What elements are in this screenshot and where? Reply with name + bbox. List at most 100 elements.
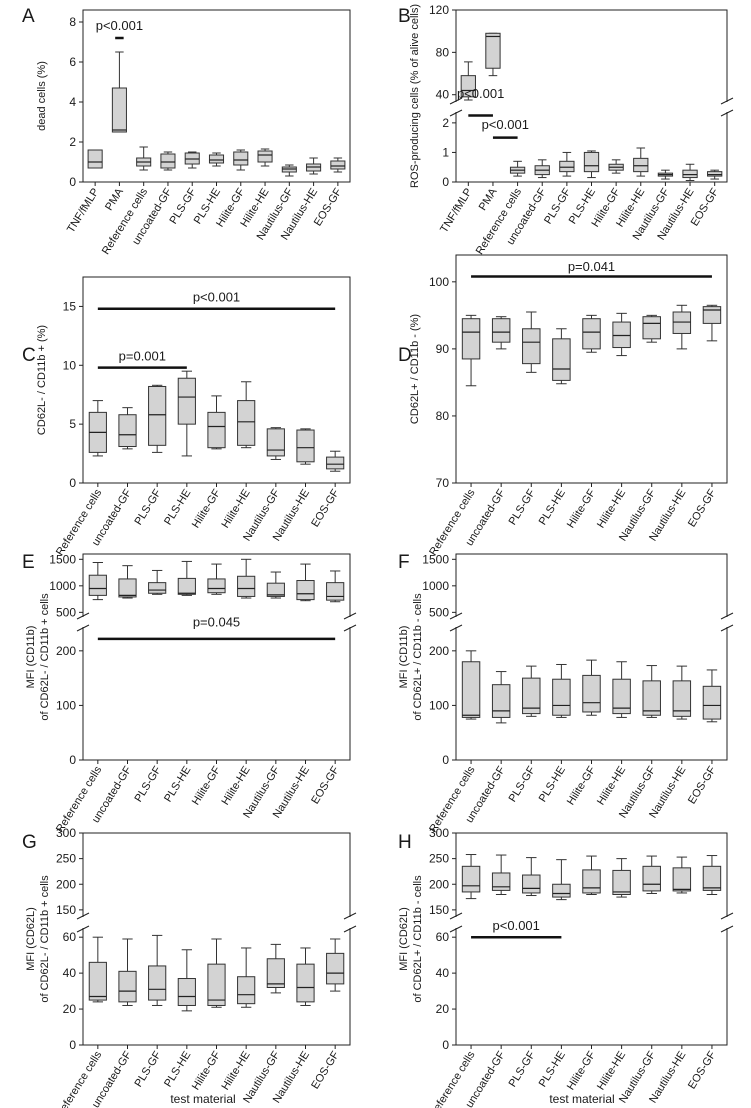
panel-f-box-2	[522, 665, 541, 717]
panel-e-box-8	[326, 570, 345, 603]
panel-g-ytick-label-upper: 200	[56, 877, 76, 891]
panel-f-axis-break-mark	[449, 612, 463, 632]
panel-a-box-5	[208, 152, 225, 167]
panel-d-box-4	[582, 314, 601, 353]
panel-g-axis-break-mark	[76, 912, 90, 933]
panel-g-ytick-label-lower: 20	[63, 1002, 77, 1016]
panel-d-xtick-label: Hilite-GF	[565, 487, 598, 530]
panel-a-sig-label: p<0.001	[96, 18, 143, 33]
panel-d-box-7	[672, 304, 692, 350]
panel-c-ytick-label: 0	[69, 476, 76, 490]
panel-h-xtick-label: EOS-GF	[686, 1049, 719, 1091]
panel-d-group: D 70 80 90 100 CD62L+ / CD11b - (%) Reference …	[398, 254, 728, 558]
figure-xlabel-left: test material	[170, 1092, 235, 1106]
panel-d-frame	[455, 254, 728, 484]
panel-b-axis-break-gap	[450, 102, 733, 112]
panel-b-iqr-box	[633, 157, 649, 173]
panel-h-axis-break-mark	[720, 912, 734, 933]
panel-c-box-8	[326, 450, 345, 472]
panel-f-iqr-box	[461, 661, 481, 718]
panel-h-iqr-box	[522, 874, 541, 894]
panel-h-iqr-box	[491, 872, 511, 891]
panel-f-box-4	[582, 659, 601, 716]
panel-f-xtick-label: PLS-GF	[507, 764, 538, 804]
panel-b-ylabel: ROS-producing cells (% of alive cells)	[409, 4, 421, 188]
panel-c-xtick-label: EOS-GF	[309, 487, 342, 529]
panel-h-ytick-label-upper: 250	[429, 852, 449, 866]
panel-b-iqr-box	[460, 75, 476, 98]
panel-b-box-0	[460, 61, 476, 101]
panel-e-ytick-label-lower: 100	[56, 698, 76, 712]
panel-e-iqr-box	[118, 578, 137, 598]
panel-a-iqr-box	[330, 160, 346, 170]
panel-d-xtick-label: Hilite-HE	[595, 487, 628, 530]
panel-h-box-7	[672, 856, 692, 894]
panel-a-xtick-label: TNF/fMLP	[65, 186, 102, 235]
panel-b-box-4	[559, 151, 575, 177]
panel-f-ytick-label-lower: 0	[442, 753, 449, 767]
panel-e-iqr-box	[237, 575, 256, 597]
panel-f-xtick-label: Hilite-GF	[565, 764, 598, 807]
panel-g-box-8	[326, 938, 345, 992]
panel-d-box-6	[642, 314, 661, 343]
panel-d-box-2	[522, 311, 541, 373]
panel-g-box-0	[88, 936, 107, 1003]
panel-h-box-4	[582, 855, 601, 895]
panel-g-ytick-label-lower: 0	[69, 1038, 76, 1052]
panel-b-sig-label: p<0.001	[482, 117, 529, 132]
panel-h-ylabel-2: of CD62L+ / CD11b - cells	[412, 875, 424, 1003]
panel-h-sig-label: p<0.001	[493, 918, 540, 933]
panel-a-ytick-label: 6	[69, 55, 76, 69]
panel-f-box-8	[702, 669, 722, 723]
panel-g-box-4	[207, 938, 226, 1008]
panel-g-iqr-box	[177, 978, 196, 1006]
panel-c-iqr-box	[118, 414, 137, 448]
panel-a-box-10	[330, 157, 346, 173]
panel-f-box-7	[672, 665, 692, 720]
panel-f-group: F 500 1000 1500 0 100 200 MFI (CD11b) of CD62L+ …	[398, 552, 734, 835]
panel-a-box-6	[233, 149, 249, 171]
panel-e-sig-label: p=0.045	[193, 614, 240, 629]
panel-f-box-3	[552, 663, 571, 718]
panel-e-ylabel-2: of CD62L- / CD11b + cells	[39, 593, 51, 721]
panel-h-ytick-label-lower: 60	[436, 930, 450, 944]
panel-f-iqr-box	[552, 678, 571, 716]
panel-d-sig-label: p=0.041	[568, 259, 615, 274]
panel-a-box-3	[160, 151, 176, 171]
panel-g-box-1	[118, 938, 137, 1006]
panel-h-box-1	[491, 854, 511, 895]
panel-h-ytick-label-upper: 300	[429, 826, 449, 840]
panel-d-ytick-label: 80	[436, 409, 450, 423]
panel-g-box-5	[237, 947, 256, 1008]
panel-b-sig-label: p<0.001	[457, 86, 504, 101]
panel-h-group: H 150 200 250 300 0 20 40 60 MFI (CD62L) of CD62L+…	[398, 826, 734, 1108]
panel-b-ytick-label-lower: 1	[442, 145, 449, 159]
panel-e-ytick-label-upper: 1000	[49, 579, 76, 593]
panel-h-ytick-label-lower: 0	[442, 1038, 449, 1052]
panel-c-ytick-label: 15	[63, 299, 77, 313]
panel-d-ytick-label: 90	[436, 342, 450, 356]
panel-e-box-7	[296, 563, 315, 602]
panel-h-ytick-label-lower: 20	[436, 1002, 450, 1016]
panel-h-box-3	[552, 859, 571, 901]
panel-d-iqr-box	[612, 321, 631, 349]
panel-a-box-0	[87, 149, 103, 169]
panel-d-iqr-box	[672, 311, 692, 334]
panel-c-box-2	[148, 384, 167, 453]
panel-f-xtick-label: PLS-HE	[537, 764, 568, 804]
panel-e-xtick-label: Hilite-GF	[190, 764, 223, 807]
panel-a-ytick-label: 0	[69, 175, 76, 189]
panel-b-box-5	[583, 150, 600, 179]
panel-g-ytick-label-upper: 150	[56, 903, 76, 917]
panel-g-box-6	[266, 943, 285, 994]
panel-c-ylabel: CD62L- / CD11b + (%)	[36, 325, 48, 435]
panel-e-axis-break-mark	[343, 612, 357, 632]
panel-e-xtick-label: PLS-GF	[132, 764, 163, 804]
panel-e-box-3	[177, 560, 196, 596]
panel-b-ytick-label-upper: 80	[436, 45, 450, 59]
panel-e-letter: E	[22, 552, 35, 573]
panel-e-group: E 500 1000 1500 0 100 200 MFI (CD11b) of CD62L- …	[22, 552, 357, 835]
panel-d-box-5	[612, 312, 631, 357]
panel-g-ylabel-2: of CD62L- / CD11b + cells	[39, 875, 51, 1003]
